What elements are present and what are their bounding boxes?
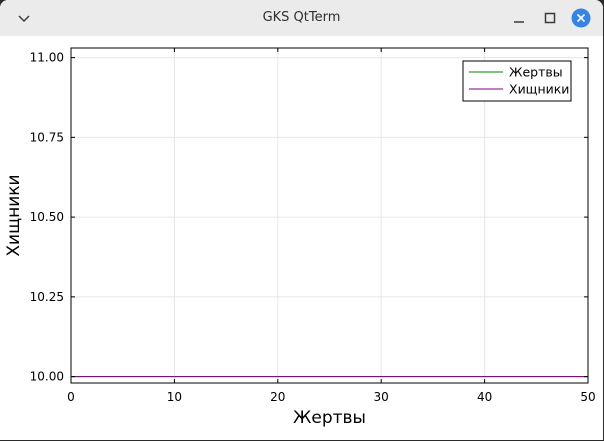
- x-tick-label: 30: [374, 390, 389, 404]
- plot-frame: [70, 47, 589, 384]
- y-axis-label: Хищники: [4, 174, 24, 256]
- window-title: GKS QtTerm: [262, 10, 341, 25]
- legend: Жертвы Хищники: [462, 60, 572, 102]
- x-tick-label: 20: [270, 390, 285, 404]
- y-tick-label: 10.50: [30, 210, 64, 224]
- x-tick-label: 10: [167, 390, 182, 404]
- maximize-icon[interactable]: [540, 8, 560, 28]
- legend-label: Хищники: [509, 82, 569, 97]
- y-tick-label: 10.00: [30, 370, 64, 384]
- title-bar[interactable]: GKS QtTerm: [0, 0, 603, 36]
- axis-ticks: 0 10 20 30 40 50 10.00 10.25 10.50 10.75 11.00: [30, 48, 596, 404]
- legend-box: [462, 60, 572, 102]
- y-tick-label: 11.00: [30, 51, 64, 65]
- x-tick-label: 50: [580, 390, 595, 404]
- chevron-down-icon[interactable]: [14, 8, 34, 28]
- x-tick-label: 0: [67, 390, 75, 404]
- legend-label: Жертвы: [509, 65, 563, 80]
- plot-area: 0 10 20 30 40 50 10.00 10.25 10.50 10.75 11.00 Жер…: [0, 36, 603, 440]
- x-tick-label: 40: [477, 390, 492, 404]
- x-axis-label: Жертвы: [293, 408, 366, 428]
- y-tick-label: 10.25: [30, 290, 64, 304]
- line-chart: 0 10 20 30 40 50 10.00 10.25 10.50 10.75 11.00 Жер…: [4, 47, 596, 428]
- close-icon[interactable]: [571, 8, 591, 28]
- y-tick-label: 10.75: [30, 130, 64, 144]
- minimize-icon[interactable]: [509, 8, 529, 28]
